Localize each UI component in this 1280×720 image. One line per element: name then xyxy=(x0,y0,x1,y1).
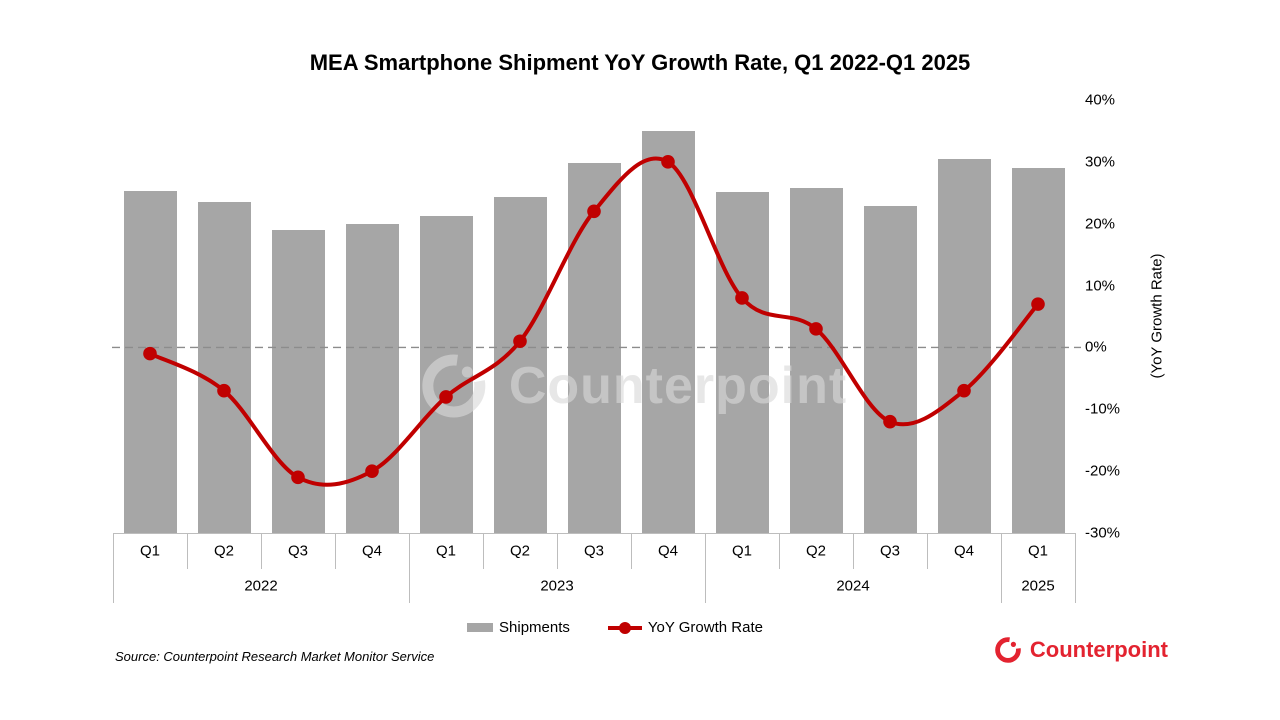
year-label: 2022 xyxy=(244,577,278,595)
chart-title: MEA Smartphone Shipment YoY Growth Rate,… xyxy=(309,50,971,75)
quarter-separator xyxy=(483,533,484,569)
quarter-label: Q1 xyxy=(731,542,753,560)
quarter-label: Q1 xyxy=(435,542,457,560)
year-separator xyxy=(113,533,114,603)
yoy-data-point xyxy=(513,334,527,349)
yoy-data-point xyxy=(661,155,675,169)
shipments-bar xyxy=(937,159,991,533)
source-note: Source: Counterpoint Research Market Mon… xyxy=(115,649,435,664)
shipments-bar xyxy=(715,192,769,533)
yoy-data-point xyxy=(1031,297,1045,311)
yoy-data-point xyxy=(735,291,749,305)
year-label: 2025 xyxy=(1021,577,1055,595)
yoy-data-point xyxy=(587,204,601,219)
yoy-data-point xyxy=(439,390,453,404)
chart-legend: Shipments YoY Growth Rate xyxy=(0,619,1230,636)
quarter-label: Q1 xyxy=(139,542,161,560)
year-label: 2024 xyxy=(836,577,870,595)
shipments-bar xyxy=(493,196,547,533)
quarter-label: Q2 xyxy=(805,542,827,560)
right-axis-tick: 0% xyxy=(1085,338,1107,356)
quarter-label: Q2 xyxy=(509,542,531,560)
counterpoint-logo: Counterpoint xyxy=(994,636,1168,664)
yoy-line-swatch-icon xyxy=(607,621,642,635)
shipments-bar xyxy=(197,202,251,533)
quarter-separator xyxy=(187,533,188,569)
right-axis-tick: 10% xyxy=(1085,277,1116,295)
quarter-separator xyxy=(927,533,928,569)
year-separator xyxy=(409,533,410,603)
quarter-label: Q4 xyxy=(657,542,679,560)
quarter-separator xyxy=(779,533,780,569)
legend-item-yoy: YoY Growth Rate xyxy=(607,619,763,636)
quarter-label: Q2 xyxy=(213,542,235,560)
counterpoint-logo-icon xyxy=(995,637,1021,663)
legend-label-shipments: Shipments xyxy=(499,619,570,636)
quarter-label: Q4 xyxy=(953,542,975,560)
right-axis-tick: -30% xyxy=(1085,524,1121,542)
right-axis-tick: -10% xyxy=(1085,400,1121,418)
quarter-separator xyxy=(631,533,632,569)
year-label: 2023 xyxy=(540,577,574,595)
quarter-label: Q4 xyxy=(361,542,383,560)
quarter-label: Q3 xyxy=(879,542,901,560)
counterpoint-logo-text: Counterpoint xyxy=(1029,637,1168,662)
yoy-data-point xyxy=(143,346,157,361)
shipments-bar xyxy=(789,188,843,533)
quarter-separator xyxy=(557,533,558,569)
shipments-bar xyxy=(567,163,621,533)
yoy-data-point xyxy=(217,383,231,398)
shipments-bar xyxy=(863,206,917,533)
right-axis-title: (YoY Growth Rate) xyxy=(1148,253,1166,379)
yoy-data-point xyxy=(957,383,971,398)
plot-area: Counterpoint xyxy=(112,100,1081,533)
year-separator xyxy=(1001,533,1002,603)
x-axis-line xyxy=(113,533,1075,534)
shipments-bar xyxy=(345,223,399,533)
quarter-separator xyxy=(261,533,262,569)
shipments-bar xyxy=(641,131,695,533)
quarter-label: Q3 xyxy=(583,542,605,560)
right-axis-tick: -20% xyxy=(1085,462,1121,480)
yoy-line-layer xyxy=(112,155,1081,487)
quarter-label: Q3 xyxy=(287,542,309,560)
right-axis-tick: 20% xyxy=(1085,215,1116,233)
yoy-data-point xyxy=(883,414,897,429)
right-axis-tick: 30% xyxy=(1085,153,1116,171)
shipments-bar xyxy=(1011,167,1065,533)
yoy-data-point xyxy=(291,470,305,485)
quarter-separator xyxy=(853,533,854,569)
legend-item-shipments: Shipments xyxy=(467,619,570,636)
quarter-separator xyxy=(335,533,336,569)
quarter-label: Q1 xyxy=(1027,542,1049,560)
year-separator xyxy=(705,533,706,603)
legend-label-yoy: YoY Growth Rate xyxy=(647,619,763,636)
yoy-data-point xyxy=(365,464,379,478)
yoy-data-point xyxy=(809,322,823,336)
shipments-swatch-icon xyxy=(467,623,494,632)
right-axis-tick: 40% xyxy=(1085,91,1116,109)
year-separator xyxy=(1075,533,1076,603)
